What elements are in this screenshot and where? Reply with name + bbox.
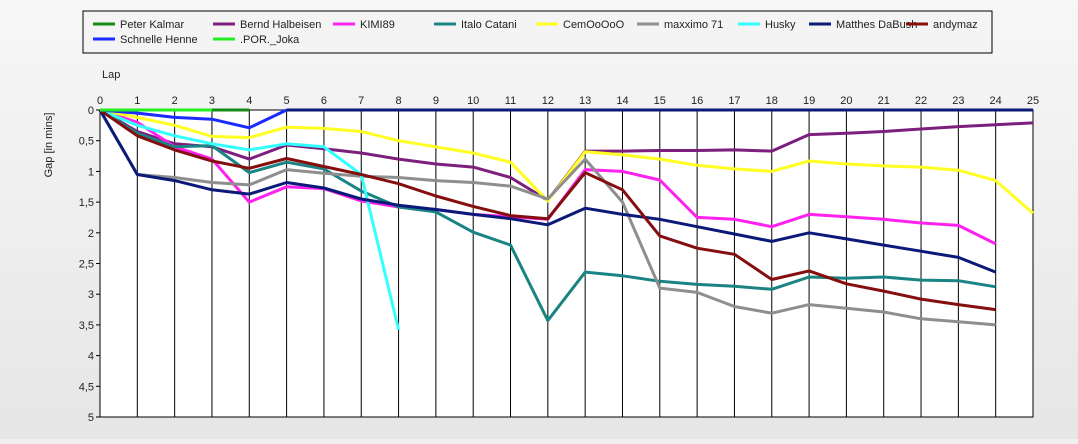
series-line-cemooooo [99, 108, 1034, 215]
series-line-husky [99, 108, 401, 331]
x-tick-label: 13 [579, 95, 591, 107]
series-line-italo-catani [99, 108, 996, 323]
y-tick-label: 0,5 [79, 136, 94, 148]
x-tick-label: 23 [952, 95, 964, 107]
x-tick-label: 17 [728, 95, 740, 107]
x-tick-label: 14 [616, 95, 628, 107]
x-tick-label: 0 [97, 95, 103, 107]
x-tick-label: 3 [209, 95, 215, 107]
plot-area [99, 109, 1034, 418]
y-tick-label: 1,5 [79, 197, 94, 209]
x-tick-label: 21 [878, 95, 890, 107]
y-ticks: 0 0,5 1 1,5 2 2,5 3 3,5 4 4,5 5 [79, 105, 100, 424]
x-tick-label: 15 [654, 95, 666, 107]
series-line-schnelle-henne [99, 108, 288, 130]
series-line-andymaz [99, 108, 996, 312]
legend: Peter Kalmar Bernd Halbeisen KIMI89 Italo C… [82, 10, 993, 54]
x-tick-label: 24 [990, 95, 1002, 107]
x-tick-label: 16 [691, 95, 703, 107]
legend-box [82, 10, 993, 54]
y-tick-label: 4,5 [79, 381, 94, 393]
x-tick-label: 8 [395, 95, 401, 107]
x-tick-label: 1 [134, 95, 140, 107]
x-tick-label: 20 [840, 95, 852, 107]
x-tick-label: 10 [467, 95, 479, 107]
legend-label: Italo Catani [461, 19, 517, 31]
y-tick-label: 2 [88, 228, 94, 240]
x-tick-label: 12 [542, 95, 554, 107]
legend-label: Husky [765, 19, 796, 31]
legend-label: andymaz [933, 19, 978, 31]
x-tick-label: 4 [246, 95, 252, 107]
x-tick-label: 11 [505, 95, 516, 107]
x-tick-label: 2 [172, 95, 178, 107]
legend-label: Peter Kalmar [120, 19, 185, 31]
x-tick-label: 18 [766, 95, 778, 107]
x-tick-label: 7 [358, 95, 364, 107]
x-tick-label: 9 [433, 95, 439, 107]
y-tick-label: 1 [88, 166, 94, 178]
y-tick-label: 0 [88, 105, 94, 117]
legend-label: Matthes DaBush [836, 19, 917, 31]
legend-label: Bernd Halbeisen [240, 19, 321, 31]
x-ticks: 0 1 2 3 4 5 6 7 8 9 10 11 12 13 14 15 16 17 18 19 20 21 22 23 24… [97, 95, 1039, 107]
x-axis-title: Lap [102, 69, 120, 81]
x-tick-label: 25 [1027, 95, 1039, 107]
series-line-matthes-dabush [98, 109, 997, 274]
series-line-maxximo-71 [98, 109, 996, 327]
x-tick-label: 19 [803, 95, 815, 107]
legend-label: KIMI89 [360, 19, 395, 31]
y-tick-label: 3,5 [79, 320, 94, 332]
x-tick-label: 6 [321, 95, 327, 107]
legend-label: Schnelle Henne [120, 34, 198, 46]
legend-label: maxximo 71 [664, 19, 723, 31]
x-tick-label: 22 [915, 95, 927, 107]
legend-label: CemOoOoO [563, 19, 625, 31]
legend-label: .POR._Joka [240, 34, 300, 46]
x-tick-label: 5 [284, 95, 290, 107]
y-tick-label: 2,5 [79, 259, 94, 271]
y-tick-label: 5 [88, 412, 94, 424]
series-lines [98, 108, 1034, 331]
grid [99, 109, 1034, 418]
y-axis-title: Gap [in mins] [43, 113, 55, 178]
y-tick-label: 3 [88, 289, 94, 301]
y-tick-label: 4 [88, 351, 94, 363]
